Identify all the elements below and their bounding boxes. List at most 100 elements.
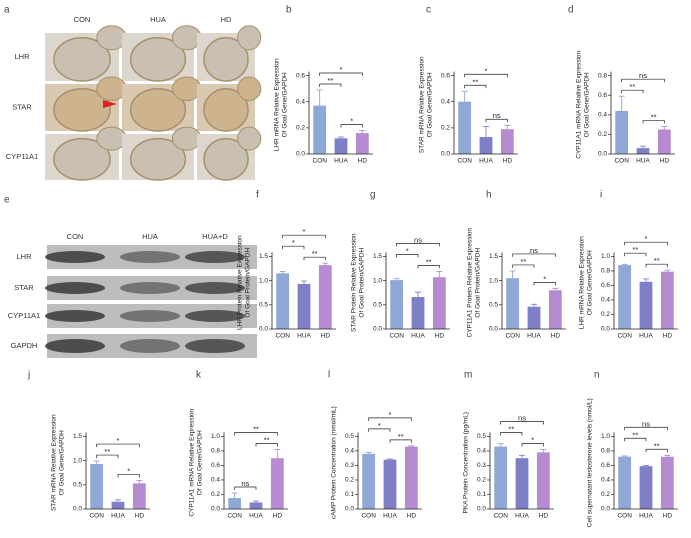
- axis: [223, 432, 288, 510]
- bar: [383, 459, 397, 509]
- y-tick-label: 0.0: [373, 326, 382, 333]
- y-tick-label: 0.4: [598, 112, 607, 119]
- blot-band: [120, 310, 180, 322]
- tubule: [203, 87, 249, 132]
- blot-band: [185, 251, 245, 263]
- bar: [458, 101, 472, 154]
- significance-bracket: [642, 120, 665, 124]
- y-axis-label: PKA Protein Concentration (pg/mL): [463, 412, 470, 514]
- y-tick-label: 0.4: [477, 448, 486, 455]
- y-tick-label: 0.4: [601, 297, 610, 304]
- error-bar: [621, 455, 628, 457]
- significance-bracket: [500, 432, 523, 436]
- significance-bracket: [340, 124, 363, 128]
- y-axis-label: Of Goal Protein/GAPDH: [475, 248, 482, 318]
- error-bar: [322, 262, 329, 266]
- tubule: [203, 37, 249, 82]
- x-tick-label: HUA: [636, 158, 650, 165]
- panel-label: f: [256, 190, 259, 201]
- significance-bracket: [319, 72, 363, 76]
- panel-label: g: [370, 190, 376, 201]
- y-tick-label: 0.8: [601, 268, 610, 275]
- axis: [85, 432, 150, 510]
- axis: [501, 252, 566, 330]
- y-tick-label: 1.0: [259, 277, 268, 284]
- significance-label: *: [645, 234, 648, 243]
- significance-label: *: [340, 65, 343, 74]
- significance-label: **: [654, 441, 660, 450]
- bar: [432, 277, 446, 329]
- x-tick-label: CON: [617, 513, 632, 520]
- significance-label: **: [104, 447, 110, 456]
- x-tick-label: CON: [505, 333, 520, 340]
- x-tick-label: HUA: [411, 333, 425, 340]
- y-tick-label: 1.0: [601, 433, 610, 440]
- tubule: [237, 126, 262, 151]
- significance-bracket: [303, 256, 326, 261]
- bar: [494, 446, 508, 509]
- x-tick-label: CON: [617, 333, 632, 340]
- significance-label: **: [426, 257, 432, 266]
- y-axis-label: Of Goal Gene/GAPDH: [587, 250, 594, 315]
- error-bar: [643, 464, 649, 467]
- bar: [615, 110, 629, 154]
- tubule: [53, 137, 111, 181]
- x-tick-label: HD: [660, 158, 670, 165]
- significance-label: ns: [241, 479, 249, 488]
- y-tick-label: 0.0: [345, 506, 354, 513]
- x-tick-label: CON: [89, 513, 104, 520]
- bar: [270, 458, 284, 509]
- significance-label: **: [472, 77, 478, 86]
- y-axis-label: STAR Protein Relative Expression: [351, 233, 358, 332]
- bar: [639, 466, 653, 509]
- x-tick-label: HUA: [334, 158, 348, 165]
- y-tick-label: 0.4: [296, 98, 305, 105]
- error-bar: [531, 303, 537, 307]
- y-tick-label: 0.0: [441, 151, 450, 158]
- error-bar: [643, 278, 649, 282]
- error-bar: [661, 126, 668, 130]
- y-tick-label: 0.2: [601, 311, 610, 318]
- panel-label: c: [426, 5, 431, 16]
- y-tick-label: 0.6: [296, 72, 305, 79]
- error-bar: [115, 499, 121, 502]
- bar: [500, 129, 514, 154]
- significance-bracket: [389, 439, 412, 443]
- error-bar: [415, 291, 421, 298]
- significance-bracket: [319, 83, 342, 87]
- significance-label: *: [292, 238, 295, 247]
- x-tick-label: HUA: [515, 513, 529, 520]
- y-tick-label: 0.4: [345, 448, 354, 455]
- y-axis-label: STAR mRNA Relative Expression: [51, 414, 58, 511]
- arrow: [103, 100, 117, 108]
- bar: [334, 138, 348, 154]
- axis: [385, 252, 450, 330]
- y-axis-label: Of Goal Gene/GAPDH: [282, 72, 289, 137]
- error-bar: [483, 126, 489, 138]
- significance-label: *: [485, 66, 488, 75]
- y-axis-label: Of Goal Protein/GAPDH: [245, 248, 252, 318]
- significance-label: ns: [414, 235, 422, 244]
- bar: [618, 456, 632, 509]
- bar: [318, 265, 332, 329]
- significance-label: *: [303, 227, 306, 236]
- axis: [357, 432, 422, 510]
- bar: [506, 278, 520, 329]
- significance-bracket: [512, 253, 556, 257]
- y-tick-label: 0.0: [601, 506, 610, 513]
- panel-label: m: [464, 370, 472, 381]
- blot-band: [185, 282, 245, 294]
- y-tick-label: 0.5: [373, 302, 382, 309]
- row-label: GAPDH: [11, 341, 38, 350]
- bar: [313, 105, 327, 154]
- bar: [639, 281, 653, 329]
- blot-band: [185, 310, 245, 322]
- y-tick-label: 1.0: [601, 253, 610, 260]
- tubule: [53, 37, 111, 82]
- x-tick-label: HD: [551, 333, 561, 340]
- y-axis-label: Of Goal Gene/GAPDH: [584, 72, 591, 137]
- y-axis-label: CYP11A1 Protein Relative Expression: [467, 227, 474, 337]
- column-label: HUA: [142, 232, 158, 241]
- axis: [489, 432, 554, 510]
- significance-bracket: [624, 426, 668, 431]
